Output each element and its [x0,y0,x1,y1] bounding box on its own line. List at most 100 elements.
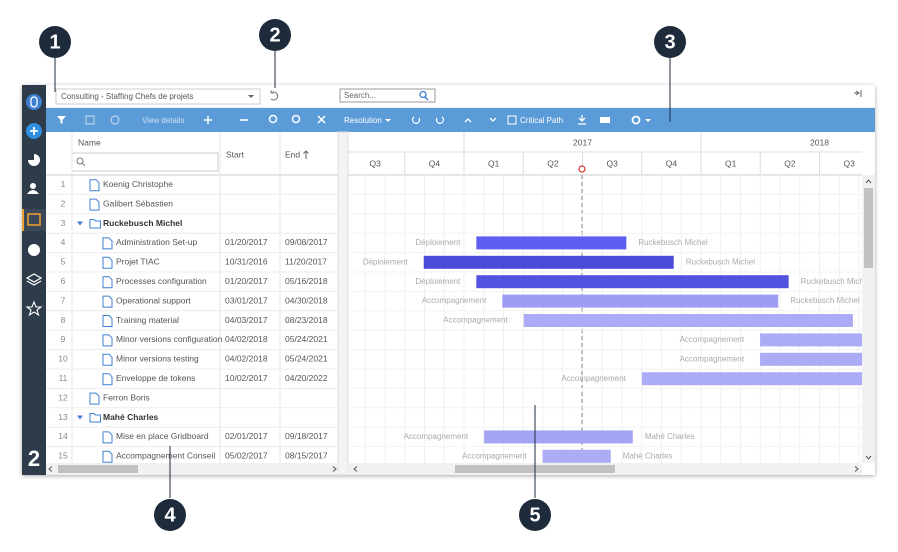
toolbar: View details Resolution Critical Path [46,108,875,132]
bar-right-label: Ruckebusch Michel [790,296,860,305]
task-name[interactable]: Processes configuration [116,276,207,286]
start-header[interactable]: Start [226,149,245,159]
critical-path: Critical Path [520,116,563,125]
start-date: 04/02/2018 [225,334,268,344]
quarter-label: Q4 [666,158,678,168]
quarter-label: Q2 [547,158,559,168]
start-date: 02/01/2017 [225,431,268,441]
bar-right-label: Mahé Charles [645,432,695,441]
row-number: 10 [58,354,68,364]
row-number: 14 [58,431,68,441]
end-date: 04/20/2022 [285,373,328,383]
task-name[interactable]: Administration Set-up [116,237,198,247]
end-date: 08/15/2017 [285,451,328,461]
task-name[interactable]: Minor versions configuration [116,334,223,344]
bar-left-label: Déploiement [363,257,409,266]
end-date: 11/20/2017 [285,257,327,267]
callout-number: 1 [49,31,60,53]
bar-left-label: Accompagnement [422,296,487,305]
task-bar[interactable] [476,275,788,288]
help-icon[interactable] [28,244,40,256]
splitter[interactable] [338,132,348,475]
year-label: 2018 [810,137,829,147]
active-marker [22,209,24,231]
start-date: 05/02/2017 [225,451,268,461]
start-date: 04/02/2018 [225,354,268,364]
quarter-label: Q1 [725,158,737,168]
bar-left-label: Accompagnement [680,335,745,344]
bar-left-label: Déploiement [415,238,461,247]
row-number: 9 [61,334,66,344]
sidebar-badge: 2 [28,446,40,471]
row-number: 6 [61,276,66,286]
view-details[interactable]: View details [142,116,185,125]
task-name[interactable]: Galibert Sébastien [103,198,173,208]
task-bar[interactable] [424,256,674,269]
row-number: 15 [58,451,68,461]
quarter-label: Q4 [429,158,441,168]
task-name[interactable]: Minor versions testing [116,354,199,364]
bar-left-label: Accompagnement [462,451,527,460]
start-date: 01/20/2017 [225,276,268,286]
bar-right-label: Mahé Charles [623,451,673,460]
task-bar[interactable] [524,314,853,327]
start-date: 10/31/2016 [225,257,268,267]
start-date: 10/02/2017 [225,373,268,383]
end-date: 09/18/2017 [285,431,328,441]
task-name[interactable]: Training material [116,315,179,325]
print-icon[interactable] [600,117,610,123]
bar-left-label: Accompagnement [404,432,469,441]
task-name[interactable]: Accompagnement Conseil [116,451,215,461]
task-bar[interactable] [484,430,633,443]
row-number: 2 [61,198,66,208]
quarter-label: Q2 [784,158,796,168]
year-label: 2017 [573,137,592,147]
bar-left-label: Accompagnement [443,316,508,325]
bar-left-label: Accompagnement [561,374,626,383]
today-marker [579,166,585,172]
end-date: 05/16/2018 [285,276,328,286]
callout-number: 2 [269,24,280,46]
row-number: 8 [61,315,66,325]
end-header[interactable]: End [285,149,300,159]
task-name[interactable]: Operational support [116,295,191,305]
name-header[interactable]: Name [78,137,101,147]
task-bar[interactable] [543,450,611,463]
row-number: 7 [61,295,66,305]
task-bar[interactable] [760,333,898,346]
task-name[interactable]: Ferron Boris [103,392,150,402]
end-date: 09/08/2017 [285,237,328,247]
bar-right-label: Ruckebusch Michel [686,257,756,266]
task-name[interactable]: Enveloppe de tokens [116,373,195,383]
name-filter[interactable] [72,153,218,171]
group-name[interactable]: Ruckebusch Michel [103,218,182,228]
quarter-label: Q1 [488,158,500,168]
quarter-label: Q3 [369,158,381,168]
task-bar[interactable] [502,295,778,308]
resolution[interactable]: Resolution [344,116,382,125]
task-bar[interactable] [760,353,898,366]
bar-right-label: Ruckebusch Michel [638,238,708,247]
end-date: 08/23/2018 [285,315,328,325]
task-name[interactable]: Mise en place Gridboard [116,431,209,441]
row-number: 12 [58,392,68,402]
end-date: 05/24/2021 [285,334,328,344]
task-name[interactable]: Koenig Christophe [103,179,173,189]
task-bar[interactable] [476,236,626,249]
search-placeholder: Search... [344,91,376,100]
v-scroll-thumb[interactable] [864,188,873,268]
row-number: 4 [61,237,66,247]
active-item [22,209,46,231]
bar-left-label: Accompagnement [680,354,745,363]
task-bar[interactable] [642,372,898,385]
table-h-scroll-thumb[interactable] [58,465,138,473]
group-name[interactable]: Mahé Charles [103,412,159,422]
callout-number: 3 [664,31,675,53]
start-date: 03/01/2017 [225,295,268,305]
row-number: 13 [58,412,68,422]
start-date: 01/20/2017 [225,237,268,247]
end-date: 04/30/2018 [285,295,328,305]
task-name[interactable]: Projet TIAC [116,257,160,267]
callout-number: 5 [529,504,540,526]
